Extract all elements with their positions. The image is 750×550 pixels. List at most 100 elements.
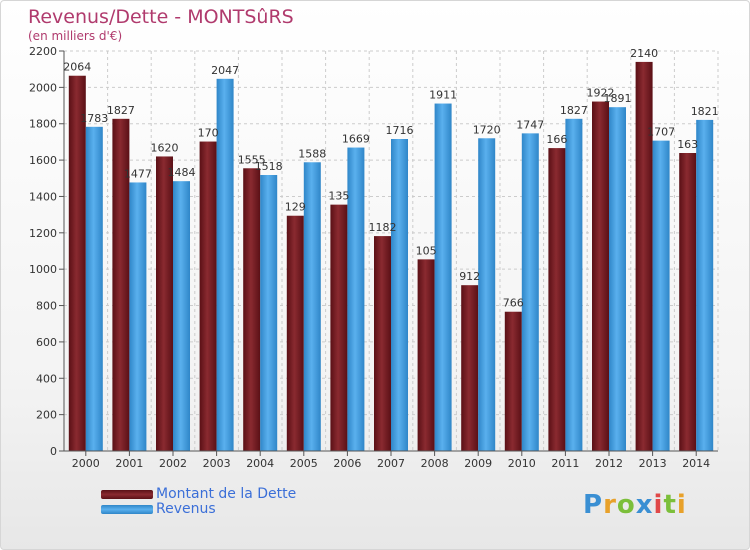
y-tick-label: 400: [36, 372, 57, 385]
x-tick-label: 2009: [464, 457, 492, 470]
bar-dette: [156, 156, 173, 452]
bar-revenus: [391, 139, 408, 451]
bar-revenus: [216, 78, 234, 452]
bar-dette: [679, 153, 697, 451]
y-tick-label: 1200: [29, 227, 57, 240]
y-tick-label: 1400: [29, 190, 57, 203]
y-tick-label: 800: [36, 300, 57, 313]
bar-dette: [417, 259, 435, 451]
data-label-revenus: 1477: [124, 167, 152, 180]
data-label-dette: 1922: [587, 87, 615, 100]
y-tick-label: 1000: [29, 263, 57, 276]
data-label-dette: 1620: [151, 141, 179, 154]
x-tick-label: 2003: [203, 457, 231, 470]
bar-revenus: [609, 107, 626, 451]
bar-dette: [68, 75, 86, 452]
data-label-dette: 166: [546, 133, 567, 146]
data-label-revenus: 1891: [604, 92, 632, 105]
data-label-revenus: 1747: [516, 118, 544, 131]
bar-dette: [504, 311, 522, 451]
logo-letter: P: [583, 490, 604, 520]
bar-dette: [286, 215, 304, 451]
bar-revenus: [173, 181, 190, 451]
bar-dette: [635, 61, 653, 452]
logo-letter: t: [663, 490, 677, 520]
x-tick-label: 2007: [377, 457, 405, 470]
bar-revenus: [129, 182, 147, 452]
legend-swatch-revenus: [101, 505, 153, 514]
y-tick-label: 1600: [29, 154, 57, 167]
x-tick-label: 2008: [421, 457, 449, 470]
data-label-revenus: 1720: [473, 123, 501, 136]
bar-dette: [330, 204, 348, 451]
bar-dette: [243, 168, 261, 452]
data-label-dette: 1182: [369, 221, 397, 234]
data-label-dette: 1827: [107, 104, 135, 117]
logo-letter: i: [676, 490, 687, 520]
data-label-revenus: 1716: [386, 124, 414, 137]
x-tick-label: 2005: [290, 457, 318, 470]
bar-revenus: [303, 162, 321, 452]
y-tick-label: 600: [36, 336, 57, 349]
data-label-revenus: 1783: [80, 112, 108, 125]
bar-dette: [112, 118, 130, 452]
y-tick-label: 1800: [29, 118, 57, 131]
y-tick-label: 2000: [29, 81, 57, 94]
bar-revenus: [478, 138, 496, 452]
data-label-dette: 135: [328, 190, 349, 203]
x-tick-label: 2013: [639, 457, 667, 470]
bar-revenus: [85, 126, 103, 452]
data-label-revenus: 1588: [298, 147, 326, 160]
y-tick-label: 200: [36, 409, 57, 422]
bar-dette: [548, 148, 566, 451]
logo-letter: i: [653, 490, 664, 520]
bar-revenus: [260, 175, 278, 451]
data-label-dette: 105: [416, 244, 437, 257]
bar-dette: [592, 101, 609, 451]
data-label-revenus: 1518: [255, 160, 283, 173]
data-label-dette: 170: [198, 127, 219, 140]
bar-revenus: [347, 147, 365, 451]
logo-letter: o: [616, 490, 636, 520]
data-label-revenus: 1484: [168, 166, 196, 179]
logo-letter: r: [603, 490, 617, 520]
x-tick-label: 2012: [595, 457, 623, 470]
data-label-revenus: 1669: [342, 133, 370, 146]
bar-dette: [199, 141, 217, 451]
x-tick-label: 2000: [72, 457, 100, 470]
data-label-dette: 1555: [238, 153, 266, 166]
proxiti-logo: Proxiti: [583, 490, 687, 520]
x-tick-label: 2010: [508, 457, 536, 470]
logo-letter: x: [635, 490, 654, 520]
legend-label-dette: Montant de la Dette: [156, 486, 297, 502]
bar-revenus: [652, 140, 670, 452]
chart-title: Revenus/Dette - MONTSûRS: [28, 6, 294, 28]
x-tick-label: 2011: [551, 457, 579, 470]
chart-subtitle: (en milliers d'€): [28, 29, 123, 43]
bar-revenus: [565, 118, 583, 452]
x-tick-label: 2006: [333, 457, 361, 470]
bars: [68, 61, 714, 452]
x-tick-label: 2002: [159, 457, 187, 470]
axes: 0 200 400 600 800 1000 1200 1400 1600 1800 2000 220…: [29, 45, 718, 470]
data-label-revenus: 1821: [691, 105, 719, 118]
bar-dette: [461, 285, 479, 451]
y-tick-label: 0: [50, 445, 57, 458]
data-label-dette: 2064: [63, 61, 91, 74]
bar-revenus: [696, 119, 714, 451]
data-label-dette: 2140: [630, 47, 658, 60]
x-tick-label: 2014: [682, 457, 710, 470]
bar-revenus: [434, 103, 452, 451]
data-label-revenus: 2047: [211, 64, 239, 77]
legend-label-revenus: Revenus: [156, 501, 216, 517]
bar-revenus: [521, 133, 539, 451]
data-label-dette: 766: [503, 297, 524, 310]
x-tick-label: 2001: [115, 457, 143, 470]
legend-swatch-dette: [101, 490, 153, 499]
data-label-revenus: 1707: [647, 126, 675, 139]
data-label-revenus: 1911: [429, 89, 457, 102]
data-label-dette: 912: [459, 270, 480, 283]
